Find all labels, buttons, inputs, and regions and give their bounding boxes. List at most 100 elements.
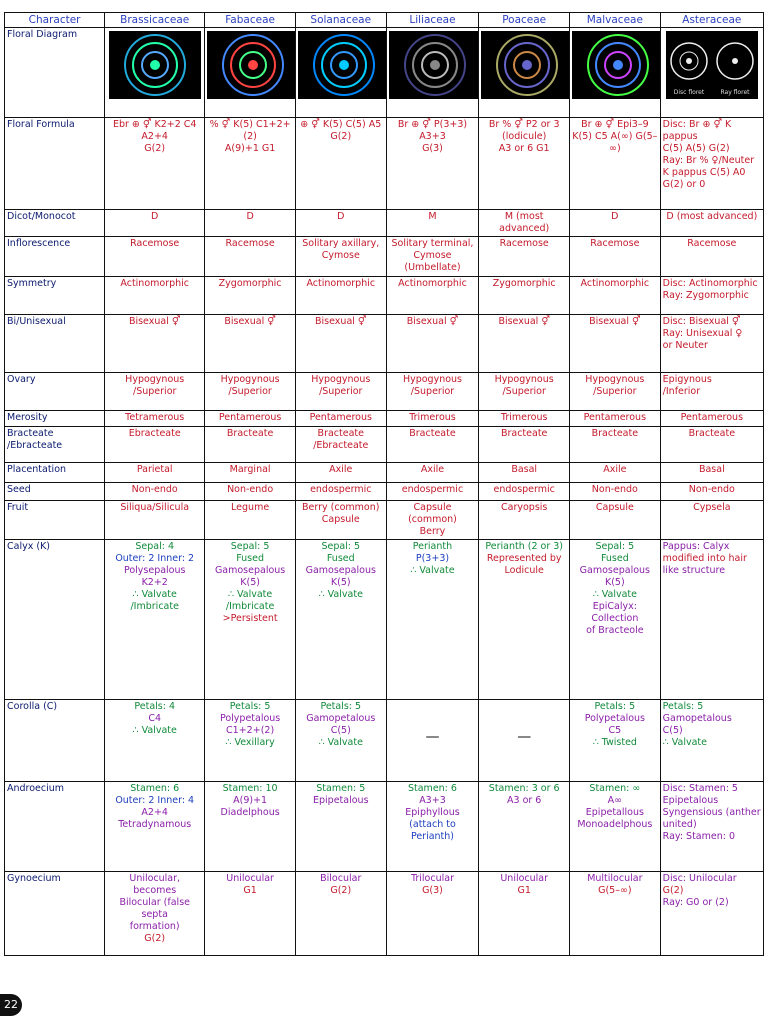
table-cell: endospermic	[385, 482, 480, 501]
cell-line: Axile	[420, 464, 445, 475]
table-cell: Disc: Actinomorphic Ray: Zygomorphic	[659, 276, 765, 315]
floral-diagram-cell: Disc floret Ray floret	[659, 27, 765, 118]
header-fabaceae: Fabaceae	[204, 12, 296, 28]
table-cell: Bracteate/Ebracteate	[294, 426, 387, 463]
table-cell: D (most advanced)	[659, 209, 765, 237]
cell-line: Non-endo	[131, 484, 178, 495]
cell-line: Fused	[600, 553, 629, 564]
table-cell: Epigynous/Inferior	[659, 372, 765, 411]
table-cell: Stamen: 6 Outer: 2 Inner: 4 A2+4 Tetradynam…	[104, 781, 206, 872]
cell-line: Solitary terminal,	[391, 238, 474, 249]
cell-line: (attach to Perianth)	[409, 819, 456, 842]
cell-line: Parietal	[136, 464, 173, 475]
table-cell: Pappus: Calyx modified into hair like stru…	[659, 539, 765, 700]
cell-line: ∴ Valvate	[132, 725, 177, 736]
cell-line: G(5–∞)	[598, 885, 632, 896]
cell-line: Tetramerous	[125, 412, 185, 423]
table-cell: Racemose	[569, 236, 661, 277]
table-cell: Actinomorphic	[294, 276, 387, 315]
cell-line: Ebracteate	[128, 428, 181, 439]
table-cell: —	[385, 699, 480, 782]
table-row: Inflorescence Racemose Racemose Solitary ax…	[3, 236, 765, 277]
table-row: Floral Formula Ebr ⊕ ⚥ K2+2 C4 A2+4 G(2)% …	[3, 117, 765, 210]
cell-line: Pentamerous	[218, 412, 282, 423]
table-cell: Solitary terminal, Cymose (Umbellate)	[385, 236, 480, 277]
cell-line: Perianth (2 or 3)	[485, 541, 564, 552]
cell-line: /Inferior	[662, 386, 701, 397]
cell-line: Trimerous	[500, 412, 548, 423]
table-cell: Hypogynous/Superior	[104, 372, 206, 411]
cell-line: Outer: 2 Inner: 2	[115, 553, 195, 564]
cell-line: Gamopetalous	[306, 713, 376, 724]
cell-line: Epigynous	[662, 374, 712, 385]
table-cell: Axile	[294, 462, 387, 483]
cell-line: C(5) A(5) G(2)	[662, 143, 730, 154]
cell-line: >Persistent	[222, 613, 278, 624]
table-cell: Zygomorphic	[478, 276, 571, 315]
table-cell: Unilocular G1	[204, 871, 296, 956]
cell-line: /Imbricate	[130, 601, 179, 612]
table-cell: Non-endo	[569, 482, 661, 501]
table-cell: M (most advanced)	[478, 209, 571, 237]
cell-line: Stamen: 3 or 6	[488, 783, 560, 794]
cell-line: Bilocular	[320, 873, 362, 884]
cell-line: Sepal: 5	[595, 541, 635, 552]
table-cell: Sepal: 5 Fused Gamosepalous K(5) ∴ Valvate/I…	[204, 539, 296, 700]
table-cell: Hypogynous/Superior	[569, 372, 661, 411]
table-cell: Hypogynous/Superior	[204, 372, 296, 411]
row-label: Floral Formula	[3, 117, 106, 210]
cell-line: /Superior	[593, 386, 637, 397]
cell-line: Ray: Stamen: 0	[662, 831, 735, 842]
cell-line: Bracteate	[317, 428, 364, 439]
cell-line: Unilocular	[226, 873, 274, 884]
cell-line: Zygomorphic	[218, 278, 282, 289]
header-liliaceae: Liliaceae	[385, 12, 480, 28]
cell-line: Legume	[231, 502, 270, 513]
table-cell: Siliqua/Silicula	[104, 500, 206, 540]
row-label: Floral Diagram	[3, 27, 106, 118]
cell-line: /Superior	[319, 386, 363, 397]
table-cell: Bisexual ⚥	[569, 314, 661, 373]
cell-line: C(5)	[330, 725, 351, 736]
cell-line: of Bracteole	[586, 625, 644, 636]
cell-line: /Ebracteate	[313, 440, 369, 451]
row-label: Corolla (C)	[3, 699, 106, 782]
floral-diagram-cell	[104, 27, 206, 118]
floral-diagram-row: Floral Diagram Disc floret Ray floret	[3, 27, 765, 118]
table-cell: Disc: Stamen: 5 Epipetalous Syngensious (a…	[659, 781, 765, 872]
table-cell: Unilocular, becomes Bilocular (false sept…	[104, 871, 206, 956]
table-cell: Non-endo	[104, 482, 206, 501]
cell-line: Br % ⚥ P2 or 3 (lodicule)	[488, 119, 560, 142]
cell-line: Gamosepalous	[305, 565, 376, 576]
cell-line: Petals: 5	[320, 701, 362, 712]
row-label: Gynoecium	[3, 871, 106, 956]
table-cell: Ebr ⊕ ⚥ K2+2 C4 A2+4 G(2)	[104, 117, 206, 210]
row-label: Dicot/Monocot	[3, 209, 106, 237]
cell-line: K pappus C(5) A0 G(2) or 0	[662, 167, 746, 190]
cell-line: Sepal: 4	[135, 541, 175, 552]
table-body: Character Brassicaceae Fabaceae Solanaceae L…	[3, 12, 765, 956]
cell-line: G1	[517, 885, 531, 896]
cell-line: Hypogynous	[311, 374, 371, 385]
cell-line: Hypogynous	[125, 374, 185, 385]
table-cell: Pentamerous	[569, 410, 661, 427]
cell-line: Epipetalous	[313, 795, 369, 806]
cell-line: Sepal: 5	[321, 541, 361, 552]
table-cell: Racemose	[104, 236, 206, 277]
cell-line: Ebr ⊕ ⚥ K2+2 C4 A2+4	[112, 119, 197, 142]
cell-line: C5	[608, 725, 622, 736]
table-cell: Stamen: ∞ A∞ Epipetallous Monoadelphous	[569, 781, 661, 872]
cell-line: Polysepalous	[123, 565, 186, 576]
table-cell: Hypogynous/Superior	[294, 372, 387, 411]
cell-line: formation)	[129, 921, 180, 932]
page-number-badge: 22	[0, 994, 22, 1016]
cell-line: Multilocular	[587, 873, 643, 884]
cell-line: Br ⊕ ⚥ Epi3–9	[581, 119, 649, 130]
cell-line: A2+4	[141, 807, 168, 818]
header-character: Character	[3, 12, 106, 28]
cell-line: ⊕ ⚥ K(5) C(5) A5	[300, 119, 382, 130]
table-cell: Trilocular G(3)	[385, 871, 480, 956]
table-cell: endospermic	[478, 482, 571, 501]
table-cell: Zygomorphic	[204, 276, 296, 315]
cell-line: Polypetalous	[219, 713, 281, 724]
